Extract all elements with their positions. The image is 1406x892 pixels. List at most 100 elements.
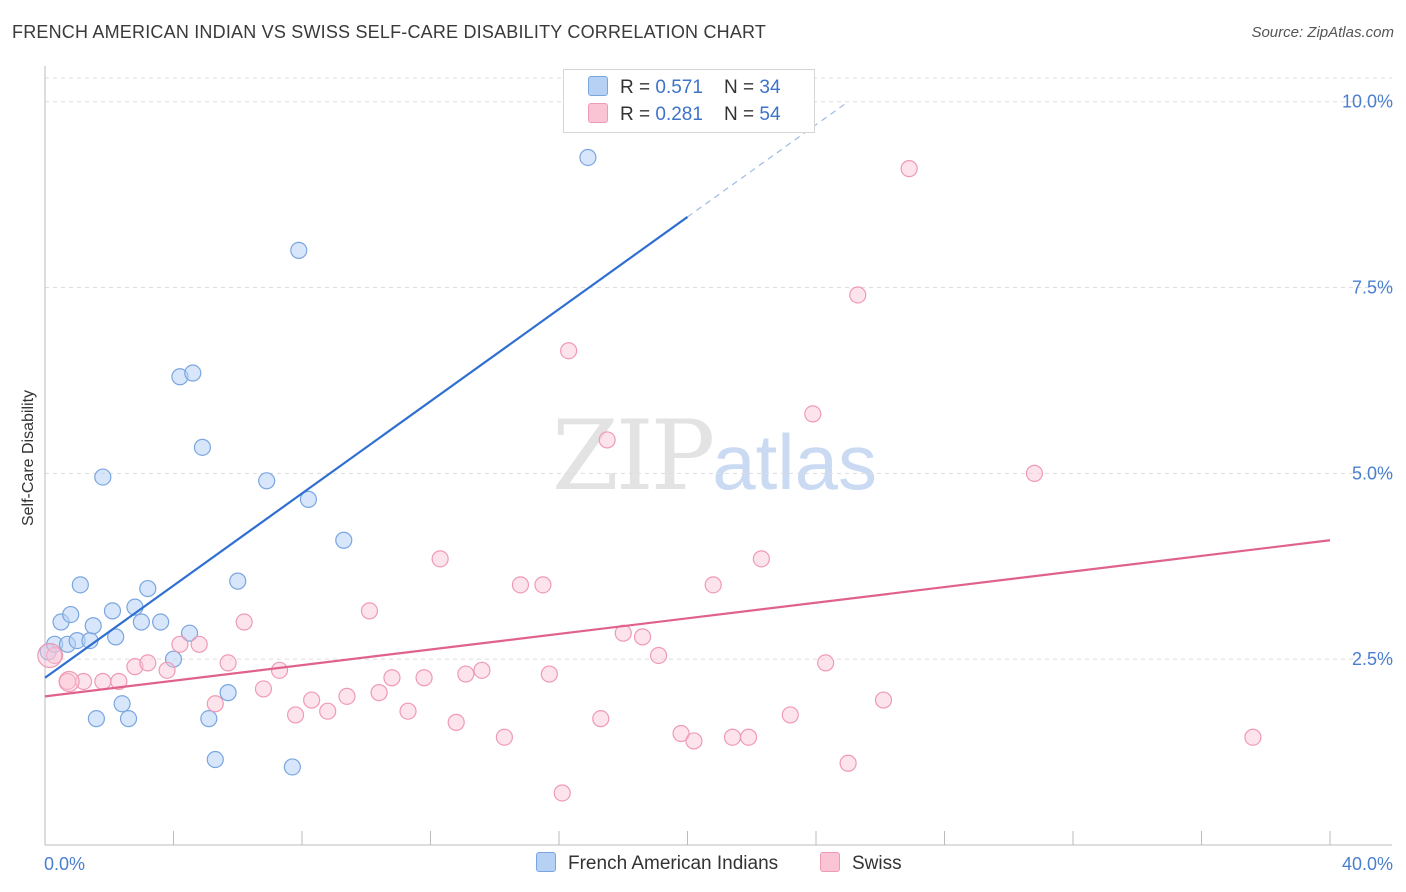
bottom-legend-french-american-indians: French American Indians [536,852,778,875]
point-swiss [190,635,208,653]
point-swiss [752,550,770,568]
point-swiss [158,661,176,679]
point-swiss [254,680,273,698]
point-french-american-indians [180,624,199,642]
trendline-french-american-indians [44,216,689,679]
point-swiss [685,732,703,750]
legend-n-value: 34 [759,77,781,98]
point-swiss [370,684,388,702]
point-swiss-cluster [58,670,80,693]
point-french-american-indians [335,531,353,549]
point-swiss [553,784,571,802]
legend-n-value: 54 [759,104,781,125]
point-swiss [495,728,513,746]
point-swiss-cluster [37,642,63,669]
point-swiss [739,728,758,746]
point-swiss [592,710,610,728]
point-swiss [598,431,616,449]
x-tick-label: 0.0% [44,854,85,874]
point-french-american-indians [62,605,80,624]
point-swiss [672,724,690,743]
point-french-american-indians [283,758,301,776]
y-tick-label: 2.5% [1352,649,1393,669]
point-swiss [457,665,475,683]
point-swiss [900,160,918,178]
point-swiss [723,728,742,746]
point-swiss [360,602,379,620]
source-credit: Source: ZipAtlas.com [1251,24,1394,41]
legend-n-label: N = [724,104,760,125]
point-french-american-indians [107,628,125,646]
point-french-american-indians [152,613,170,631]
point-french-american-indians [193,438,212,456]
bottom-legend-label: Swiss [852,853,902,874]
point-french-american-indians [290,241,308,259]
legend-r-label: R = [620,104,656,125]
correlation-legend: R = 0.571 N = 34 R = 0.281 N = 54 [563,69,815,133]
legend-r-value: 0.571 [655,77,703,98]
point-swiss [303,691,321,709]
point-swiss [219,654,237,672]
point-swiss [649,646,668,665]
point-swiss [94,672,112,691]
point-french-american-indians [229,572,247,590]
chart-title: FRENCH AMERICAN INDIAN VS SWISS SELF-CAR… [12,22,767,42]
point-swiss [534,576,552,594]
bottom-legend-swatch-pink [820,852,840,872]
point-swiss [139,654,157,672]
legend-row-french-american-indians: R = 0.571 N = 34 [588,76,781,100]
point-french-american-indians [139,579,157,598]
point-swiss [560,342,578,360]
legend-swatch-blue [588,76,608,96]
legend-r-label: R = [620,77,656,98]
zipatlas-watermark: ZIPatlas [552,400,877,512]
point-swiss [415,669,433,687]
point-swiss [633,628,652,646]
legend-swatch-pink [588,103,608,123]
point-swiss [874,691,893,709]
point-french-american-indians [184,364,202,382]
point-french-american-indians [87,710,106,728]
point-swiss [74,672,93,691]
point-swiss [1025,464,1044,482]
point-french-american-indians [299,490,318,508]
y-axis-label: Self-Care Disability [20,390,37,526]
point-swiss [110,672,128,691]
x-tick-label: 40.0% [1342,854,1393,874]
point-french-american-indians [71,576,89,594]
legend-row-swiss: R = 0.281 N = 54 [588,103,781,127]
point-swiss [781,706,799,724]
y-tick-label: 10.0% [1342,92,1393,112]
point-swiss [270,661,289,679]
point-swiss [1244,728,1262,746]
trendline-swiss [44,539,1331,698]
point-swiss [338,687,356,705]
point-french-american-indians [94,468,112,486]
point-swiss [235,613,253,631]
point-french-american-indians [258,472,276,490]
point-swiss [171,635,189,653]
point-french-american-indians [206,750,224,769]
point-swiss [540,665,558,683]
point-swiss [447,713,465,731]
legend-n-label: N = [724,77,760,98]
point-swiss [286,706,305,724]
point-swiss [431,550,449,568]
point-swiss [804,405,822,423]
point-french-american-indians [113,695,131,713]
point-swiss [126,658,144,676]
bottom-legend-label: French American Indians [568,853,779,874]
point-french-american-indians [200,710,218,728]
legend-r-value: 0.281 [655,104,703,125]
watermark-atlas: atlas [712,418,877,506]
point-swiss [817,654,835,672]
bottom-legend-swiss: Swiss [820,852,902,875]
point-french-american-indians [219,684,237,702]
watermark-zip: ZIP [552,400,715,512]
point-swiss [839,754,857,772]
y-tick-label: 7.5% [1352,278,1393,298]
point-swiss [319,702,337,720]
point-french-american-indians [103,602,122,620]
point-french-american-indians [132,613,150,631]
